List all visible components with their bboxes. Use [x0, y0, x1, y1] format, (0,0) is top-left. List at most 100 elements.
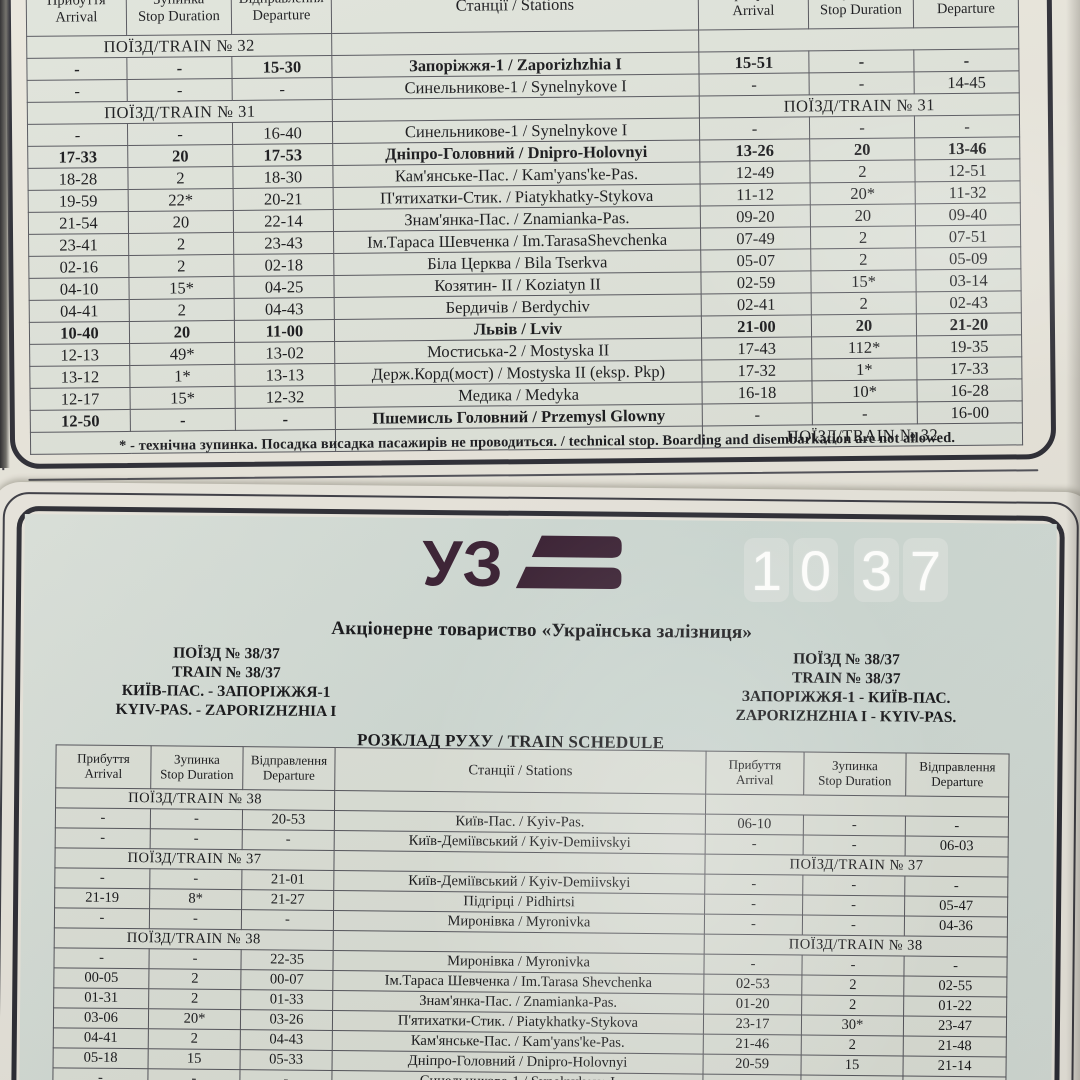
time-cell: -	[130, 408, 236, 432]
bottom-schedule-sheet: УЗ Акціонерне товариство «Українська зал…	[0, 481, 1080, 1080]
time-cell: 06-03	[905, 836, 1009, 857]
time-cell: 21-19	[54, 887, 150, 909]
time-cell: 19-59	[28, 189, 129, 213]
time-cell: 2	[128, 232, 234, 256]
time-cell: 04-36	[904, 916, 1008, 937]
clock-digit: 0	[793, 538, 838, 602]
time-cell: 01-31	[53, 987, 149, 1009]
time-cell: -	[126, 56, 233, 80]
time-cell: 02-55	[903, 976, 1007, 997]
timetable-bottom-wrap: Прибуття Arrival Зупинка Stop Duration Відпр…	[52, 744, 1010, 1080]
time-cell: -	[812, 401, 918, 425]
train-number-label	[698, 26, 1019, 52]
time-cell: -	[808, 49, 915, 73]
time-cell: -	[802, 875, 905, 897]
ukrzaliznytsia-logo-icon: УЗ	[422, 527, 622, 600]
time-cell: 01-33	[240, 989, 333, 1011]
time-cell: -	[27, 123, 128, 147]
time-cell: 2	[127, 166, 234, 190]
time-cell: 05-33	[240, 1049, 333, 1071]
time-cell: 15-51	[698, 50, 810, 74]
time-cell: -	[149, 868, 242, 890]
time-cell: -	[239, 1069, 333, 1080]
time-cell: -	[55, 807, 151, 829]
time-cell: 20	[127, 144, 233, 168]
time-cell: 04-10	[28, 277, 130, 301]
time-cell: 1*	[811, 357, 917, 381]
clock-overlay: 1 0 3 7	[744, 538, 952, 602]
time-cell: 2	[809, 159, 916, 183]
route-en: KYIV-PAS. - ZAPORIZHZHIA I	[115, 700, 337, 721]
time-cell: 19-35	[916, 334, 1022, 358]
time-cell: 8*	[149, 888, 242, 910]
time-cell: -	[914, 114, 1020, 138]
time-cell: 11-32	[915, 180, 1021, 204]
time-cell: 10*	[811, 379, 918, 403]
time-cell: 02-59	[700, 270, 812, 294]
time-cell: 06-10	[705, 814, 804, 836]
time-cell: 2	[810, 225, 916, 249]
time-cell: 17-33	[916, 356, 1022, 380]
time-cell: 02-53	[703, 974, 802, 996]
clock-digit: 3	[854, 538, 899, 602]
timetable-bottom: Прибуття Arrival Зупинка Stop Duration Відпр…	[52, 744, 1010, 1080]
time-cell: -	[241, 909, 334, 931]
time-cell: 21-48	[903, 1035, 1007, 1057]
clock-digit: 7	[903, 538, 948, 602]
time-cell: 04-41	[53, 1027, 149, 1049]
time-cell: 13-02	[234, 341, 335, 365]
time-cell: 2	[129, 298, 235, 322]
time-cell: 20-59	[702, 1054, 802, 1076]
time-cell: -	[904, 876, 1008, 897]
time-cell: 21-20	[916, 312, 1022, 336]
time-cell: 20	[128, 210, 234, 234]
time-cell: -	[705, 834, 804, 856]
time-cell: -	[149, 908, 242, 930]
time-cell: 17-43	[701, 336, 812, 360]
time-cell: 02-43	[916, 290, 1022, 314]
time-cell: 04-25	[233, 275, 335, 299]
time-cell: -	[704, 874, 803, 896]
time-cell: 12-17	[30, 387, 131, 411]
time-cell: -	[704, 894, 803, 916]
time-cell: 20*	[810, 181, 916, 205]
time-cell: 15*	[128, 276, 235, 300]
time-cell: 07-49	[700, 226, 811, 250]
column-header: Станції / Stations	[331, 0, 699, 34]
time-cell: 23-47	[903, 1015, 1007, 1037]
time-cell: 02-16	[28, 255, 129, 279]
time-cell: 16-00	[917, 400, 1023, 424]
time-cell: 21-14	[902, 1055, 1007, 1077]
time-cell: -	[809, 115, 915, 139]
time-cell: 13-26	[699, 138, 810, 162]
time-cell: -	[147, 1068, 241, 1080]
time-cell: 00-05	[53, 967, 149, 989]
time-cell: 15*	[130, 386, 236, 410]
time-cell: -	[802, 915, 905, 937]
time-cell: 09-40	[915, 202, 1021, 226]
time-cell: 2	[801, 995, 904, 1016]
time-cell: 30*	[801, 1015, 904, 1036]
train-number-label: ПОЇЗД/TRAIN № 31	[27, 99, 333, 125]
time-cell: -	[801, 955, 905, 977]
time-cell: 2	[148, 968, 241, 990]
time-cell: 2	[128, 254, 234, 278]
time-cell: 23-17	[703, 1014, 802, 1036]
time-cell: 12-50	[30, 409, 131, 433]
time-cell: -	[232, 77, 333, 101]
time-cell: -	[803, 835, 906, 857]
time-cell: 05-47	[904, 896, 1008, 917]
clock-digit: 1	[744, 538, 789, 602]
time-cell: -	[242, 829, 335, 851]
time-cell: 18-30	[232, 165, 334, 189]
time-cell: -	[809, 71, 915, 95]
time-cell: 16-28	[916, 378, 1023, 402]
time-cell: 22-14	[233, 209, 334, 233]
